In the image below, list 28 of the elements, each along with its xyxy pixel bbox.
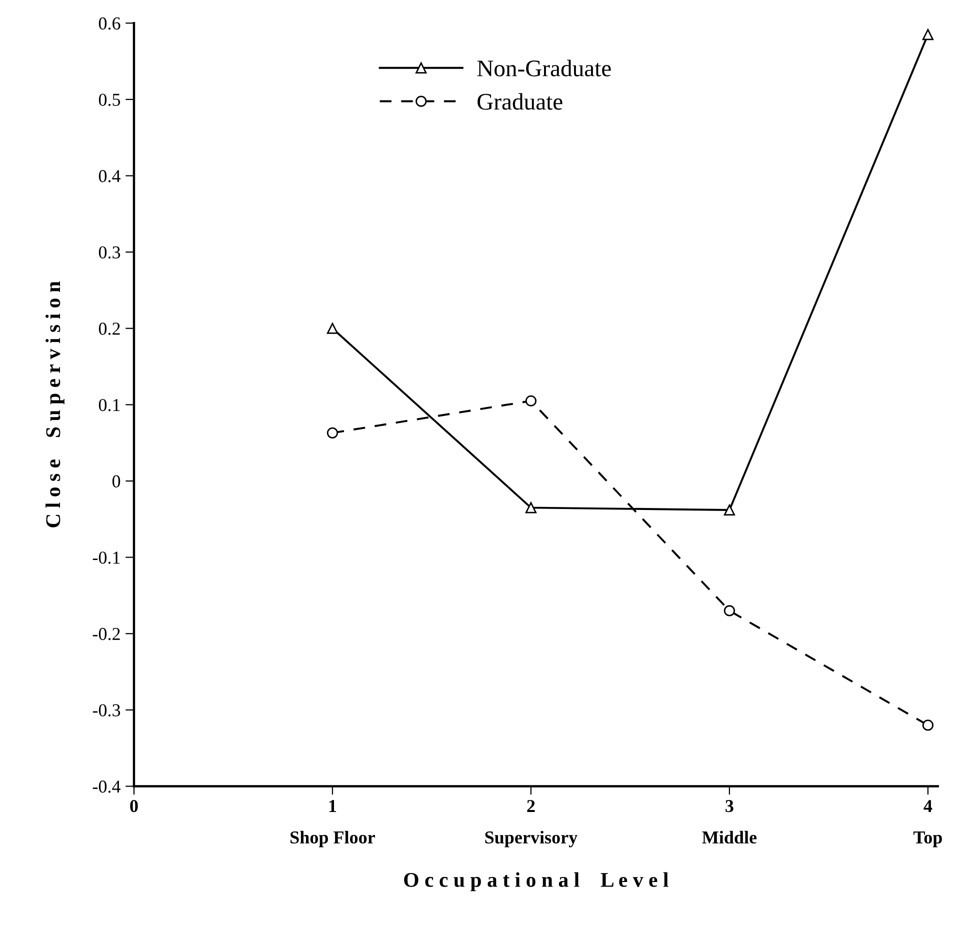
y-tick-label: -0.2 (92, 628, 120, 640)
y-tick-label: -0.4 (92, 780, 121, 793)
point (922, 720, 934, 731)
y-tick-label: 0.4 (98, 170, 121, 182)
x-tick-label: 0 (130, 800, 138, 812)
legend-label: Non-Graduate (477, 60, 611, 76)
y-tick-label: -0.1 (92, 552, 120, 564)
y-axis-title: C l o s e S u p e r v i s i o n (46, 281, 64, 528)
x-tick-label: 4 Top (913, 800, 942, 848)
point (922, 29, 934, 40)
legend-label: Graduate (478, 93, 562, 110)
point (724, 605, 736, 616)
point (525, 502, 537, 514)
x-tick-label: 2 Supervisory (485, 800, 578, 848)
y-tick-label: 0.5 (98, 94, 120, 106)
x-tick-label: 3 Middle (702, 800, 757, 844)
y-tick-label: 0.1 (98, 398, 120, 412)
y-tick-label: 0.6 (98, 17, 120, 30)
point (724, 504, 736, 516)
x-tick-label: 1 Shop Floor (290, 800, 375, 848)
y-tick-label: 0 (112, 475, 120, 488)
y-tick-label: 0.3 (98, 246, 120, 259)
y-tick-label: 0.2 (98, 322, 120, 335)
y-tick-label: -0.3 (92, 704, 120, 716)
x-axis-title: O c c u p a t i o n a l L e v e l (404, 872, 668, 892)
point (326, 427, 338, 438)
point (525, 395, 537, 406)
point (326, 322, 338, 334)
